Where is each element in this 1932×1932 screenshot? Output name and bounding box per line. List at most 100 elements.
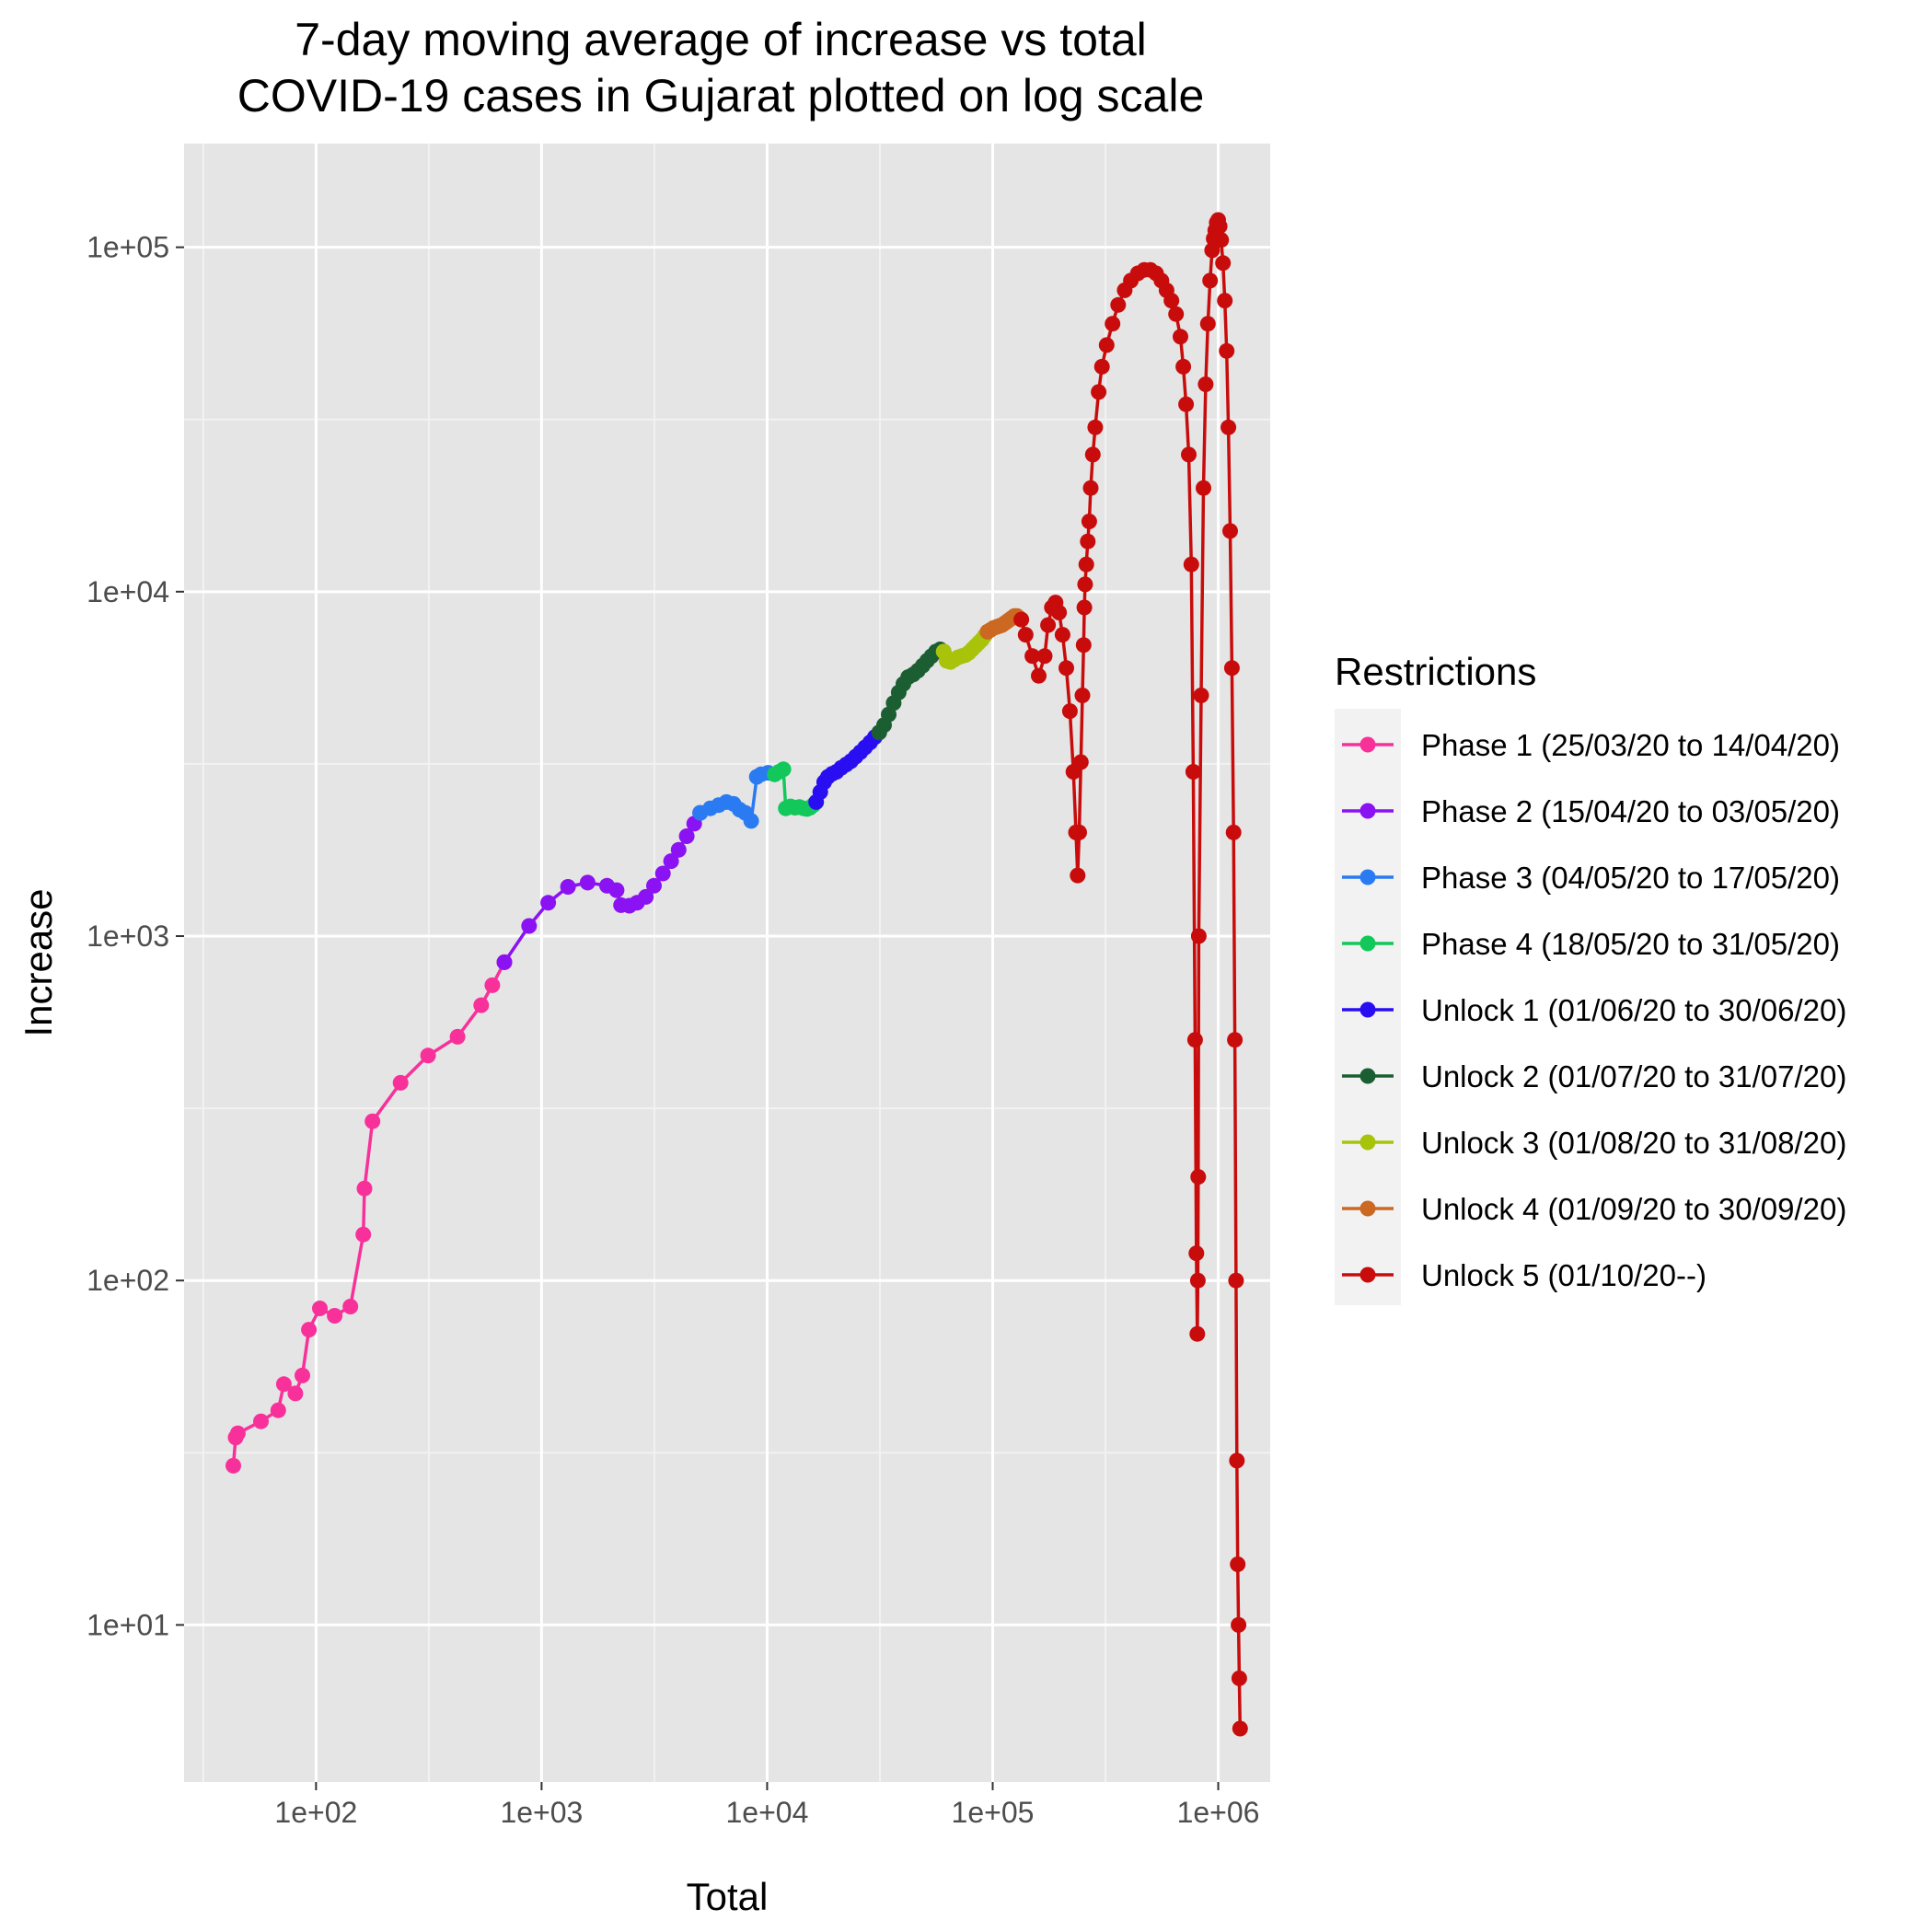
legend-item: Unlock 5 (01/10/20--) [1342,1258,1706,1292]
data-point [1163,293,1180,309]
data-point [295,1367,310,1383]
legend-items: Phase 1 (25/03/20 to 14/04/20) Phase 2 (1… [1342,728,1846,1292]
y-tick-label: 1e+03 [87,920,169,953]
y-tick-label: 1e+04 [87,575,169,608]
data-point [1168,306,1185,322]
data-point [1215,255,1232,272]
data-point [560,879,576,895]
data-point [1080,533,1096,550]
data-point [1211,218,1228,235]
data-point [473,997,490,1013]
series-5 [808,724,887,810]
data-point [1036,648,1053,665]
x-tick-label: 1e+05 [952,1796,1035,1829]
data-point [327,1308,343,1324]
y-axis-title: Increase [17,888,60,1036]
data-point [301,1322,318,1338]
data-point [356,1180,373,1197]
grid-major [184,144,1270,1782]
data-point [1227,1032,1244,1048]
legend-item: Unlock 3 (01/08/20 to 31/08/20) [1342,1126,1846,1160]
legend-item: Phase 3 (04/05/20 to 17/05/20) [1342,861,1840,895]
data-point [1222,523,1238,539]
data-point [226,1457,241,1474]
legend-key-point [1359,1001,1376,1018]
data-point [1075,637,1092,654]
data-point [1188,1245,1205,1262]
legend-key-point [1359,1134,1376,1151]
legend-label: Unlock 3 (01/08/20 to 31/08/20) [1421,1126,1846,1160]
data-point [364,1113,381,1129]
data-point [496,954,513,970]
series-9 [1013,212,1248,1737]
data-point [1110,296,1127,313]
data-point [1183,556,1199,573]
data-point [1070,867,1086,884]
data-point [1173,329,1188,345]
data-point [1078,556,1094,573]
data-point [1051,605,1068,620]
data-point [1024,648,1041,665]
data-point [521,918,538,934]
data-point [678,828,695,844]
data-point [1074,688,1091,703]
legend-item: Unlock 4 (01/09/20 to 30/09/20) [1342,1192,1846,1226]
x-tick-label: 1e+03 [500,1796,583,1829]
data-point [253,1413,269,1429]
legend-label: Unlock 2 (01/07/20 to 31/07/20) [1421,1059,1846,1093]
data-point [1217,293,1233,309]
y-tick-label: 1e+02 [87,1264,169,1297]
legend-key-point [1359,736,1376,753]
legend-label: Unlock 4 (01/09/20 to 30/09/20) [1421,1192,1846,1226]
legend: Restrictions Phase 1 (25/03/20 to 14/04/… [1335,650,1846,1305]
data-point [743,813,759,829]
data-point [1077,576,1093,593]
data-point [1031,667,1047,684]
data-point [1223,660,1240,677]
data-point [1221,419,1237,435]
data-point [449,1028,466,1045]
x-tick-label: 1e+02 [274,1796,357,1829]
legend-label: Phase 2 (15/04/20 to 03/05/20) [1421,794,1840,828]
series-layer [226,212,1248,1737]
data-point [1178,396,1195,412]
data-point [355,1226,372,1243]
legend-label: Phase 4 (18/05/20 to 31/05/20) [1421,927,1840,961]
grid-minor [184,144,1270,1782]
data-point [229,1425,246,1441]
data-point [1219,342,1235,359]
data-point [1190,1169,1207,1186]
data-point [270,1402,286,1418]
legend-key-point [1359,803,1376,819]
data-point [1204,242,1221,259]
series-4 [767,761,825,817]
data-point [1190,928,1207,944]
legend-label: Phase 1 (25/03/20 to 14/04/20) [1421,728,1840,762]
data-point [1225,824,1242,840]
data-point [1199,316,1216,332]
x-axis-ticks: 1e+02 1e+03 1e+04 1e+05 1e+06 [274,1782,1259,1829]
data-point [342,1299,359,1314]
series-1 [226,954,513,1474]
data-point [1231,1670,1247,1686]
data-point [1072,754,1089,770]
data-point [1232,1720,1248,1737]
legend-title: Restrictions [1335,650,1536,693]
data-point [1081,514,1097,529]
legend-item: Phase 4 (18/05/20 to 31/05/20) [1342,927,1840,961]
data-point [484,977,501,993]
data-point [579,874,596,891]
data-point [1193,688,1209,703]
legend-item: Unlock 2 (01/07/20 to 31/07/20) [1342,1059,1846,1093]
data-point [275,1376,292,1393]
y-axis-ticks: 1e+01 1e+02 1e+03 1e+04 1e+05 [87,231,184,1641]
data-point [1071,824,1087,840]
chart-title-line-1: 7-day moving average of increase vs tota… [295,14,1147,65]
data-point [1196,480,1211,496]
data-point [646,877,662,894]
data-point [1229,1452,1245,1469]
data-point [1076,599,1093,616]
data-point [608,882,625,898]
plot-panel [184,144,1270,1782]
